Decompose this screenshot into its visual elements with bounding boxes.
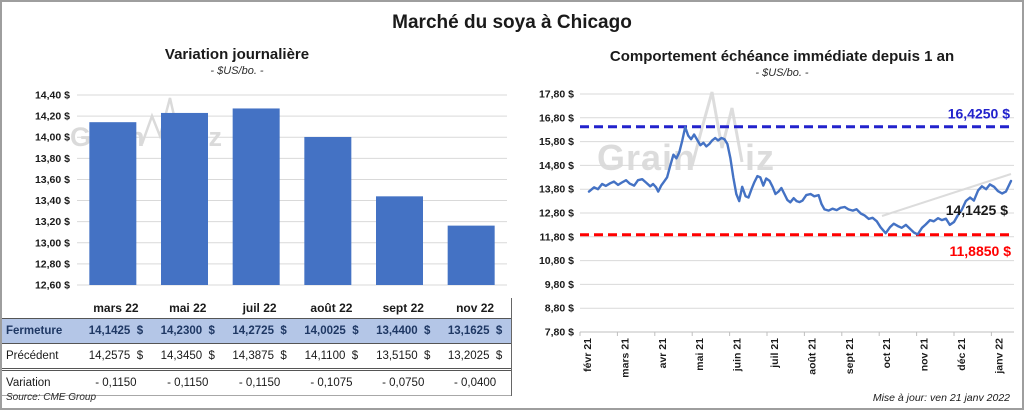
bar-nov 22 xyxy=(447,225,495,285)
table-cell: - 0,1075 xyxy=(295,371,368,396)
line-chart-subtitle: - $US/bo. - xyxy=(755,67,809,79)
svg-text:févr 21: févr 21 xyxy=(582,338,594,372)
table-cell: - 0,1150 xyxy=(80,371,152,396)
table-cell: 14,2725 $ xyxy=(223,318,296,344)
bar-mai 22 xyxy=(161,112,208,285)
bar-gridlines xyxy=(77,94,507,286)
page-title: Marché du soya à Chicago xyxy=(392,12,632,33)
table-cell: - 0,1150 xyxy=(223,371,296,396)
svg-text:11,80 $: 11,80 $ xyxy=(540,231,575,243)
table-col-header: nov 22 xyxy=(456,301,495,315)
svg-text:janv 22: janv 22 xyxy=(993,338,1005,375)
svg-text:déc 21: déc 21 xyxy=(956,338,968,371)
table-cell: 13,5150 $ xyxy=(367,344,440,371)
svg-text:17,80 $: 17,80 $ xyxy=(539,89,574,101)
svg-text:sept 21: sept 21 xyxy=(844,338,856,374)
svg-text:13,20 $: 13,20 $ xyxy=(35,216,70,228)
updated-note: Mise à jour: ven 21 janv 2022 xyxy=(872,392,1010,404)
bar-juil 22 xyxy=(232,108,280,285)
svg-text:juin 21: juin 21 xyxy=(732,338,744,372)
table-row-label: Précédent xyxy=(2,344,80,371)
svg-text:14,80 $: 14,80 $ xyxy=(539,160,574,172)
watermark: Grain iz xyxy=(597,91,1012,217)
last-value-label: 14,1425 $ xyxy=(946,202,1008,218)
bar-chart: Grainiz14,40 $14,20 $14,00 $13,80 $13,60… xyxy=(35,90,507,292)
table-cell: 13,4400 $ xyxy=(367,318,440,344)
table-cell: 14,2575 $ xyxy=(80,344,152,371)
bar-chart-subtitle: - $US/bo. - xyxy=(210,65,264,77)
svg-text:14,20 $: 14,20 $ xyxy=(35,111,70,123)
svg-text:9,80 $: 9,80 $ xyxy=(545,279,574,291)
svg-text:août 21: août 21 xyxy=(806,338,818,375)
price-line xyxy=(587,125,1013,236)
svg-text:nov 21: nov 21 xyxy=(919,338,931,371)
table-cell: - 0,0400 xyxy=(439,371,511,396)
table-cell: - 0,1150 xyxy=(151,371,224,396)
table-col-header: août 22 xyxy=(310,301,353,315)
svg-text:13,80 $: 13,80 $ xyxy=(35,153,70,165)
line-x-axis-labels: févr 21 mars 21 avr 21 mai 21 juin 21 juil 21… xyxy=(579,331,1014,378)
bar-août 22 xyxy=(304,136,352,285)
table-col-header: mai 22 xyxy=(169,301,207,315)
max-value-label: 16,4250 $ xyxy=(948,106,1010,122)
table-corner xyxy=(2,298,80,318)
line-chart-title: Comportement échéance immédiate depuis 1… xyxy=(609,48,955,65)
table-cell: 13,2025 $ xyxy=(439,344,511,371)
svg-text:12,80 $: 12,80 $ xyxy=(539,208,574,220)
bars xyxy=(89,108,495,285)
svg-text:16,80 $: 16,80 $ xyxy=(539,112,574,124)
svg-text:12,80 $: 12,80 $ xyxy=(35,258,70,270)
svg-text:13,00 $: 13,00 $ xyxy=(35,237,70,249)
svg-text:avr 21: avr 21 xyxy=(657,338,669,369)
svg-text:Grain: Grain xyxy=(597,137,696,178)
table-row-label: Variation xyxy=(2,371,80,396)
svg-text:7,80 $: 7,80 $ xyxy=(545,327,574,339)
svg-text:iz: iz xyxy=(745,137,775,178)
svg-text:13,40 $: 13,40 $ xyxy=(35,195,70,207)
bar-mars 22 xyxy=(89,122,137,285)
bar-sept 22 xyxy=(376,196,423,285)
bar-chart-title: Variation journalière xyxy=(164,46,310,63)
table-cell: 14,1425 $ xyxy=(80,318,152,344)
min-value-label: 11,8850 $ xyxy=(949,243,1011,259)
svg-text:15,80 $: 15,80 $ xyxy=(539,136,574,148)
table-col-header: juil 22 xyxy=(242,301,277,315)
svg-text:12,60 $: 12,60 $ xyxy=(35,280,70,292)
svg-text:14,40 $: 14,40 $ xyxy=(35,90,70,102)
table-cell: - 0,0750 xyxy=(367,371,440,396)
svg-text:13,60 $: 13,60 $ xyxy=(35,174,70,186)
table-cell: 13,1625 $ xyxy=(439,318,511,344)
svg-text:8,80 $: 8,80 $ xyxy=(545,303,574,315)
svg-text:mars 21: mars 21 xyxy=(619,338,631,378)
line-chart: Grain iz 17,80 $ 16,80 $ 15,80 $ 14,80 $ 13,80… xyxy=(539,89,1014,378)
svg-text:mai 21: mai 21 xyxy=(694,338,706,371)
table-cell: 14,1100 $ xyxy=(295,344,368,371)
table-cell: 14,2300 $ xyxy=(151,318,224,344)
svg-text:oct 21: oct 21 xyxy=(881,338,893,369)
contracts-table: mars 22 mai 22 juil 22 août 22 sept 22 nov 22… xyxy=(2,298,512,396)
svg-text:juil 21: juil 21 xyxy=(769,338,781,369)
table-cell: 14,0025 $ xyxy=(295,318,368,344)
svg-text:13,80 $: 13,80 $ xyxy=(539,184,574,196)
bar-y-axis-labels: 14,40 $ 14,20 $ 14,00 $ 13,80 $ 13,60 $ 13,40… xyxy=(35,90,70,292)
source-note: Source: CME Group xyxy=(6,392,97,403)
svg-text:14,00 $: 14,00 $ xyxy=(35,132,70,144)
svg-text:10,80 $: 10,80 $ xyxy=(539,255,574,267)
line-y-axis-labels: 17,80 $ 16,80 $ 15,80 $ 14,80 $ 13,80 $ 12,80… xyxy=(539,89,574,339)
table-col-header: mars 22 xyxy=(93,301,139,315)
table-row-label: Fermeture xyxy=(2,318,80,344)
table-cell: 14,3450 $ xyxy=(151,344,224,371)
table-col-header: sept 22 xyxy=(382,301,424,315)
table-cell: 14,3875 $ xyxy=(223,344,296,371)
